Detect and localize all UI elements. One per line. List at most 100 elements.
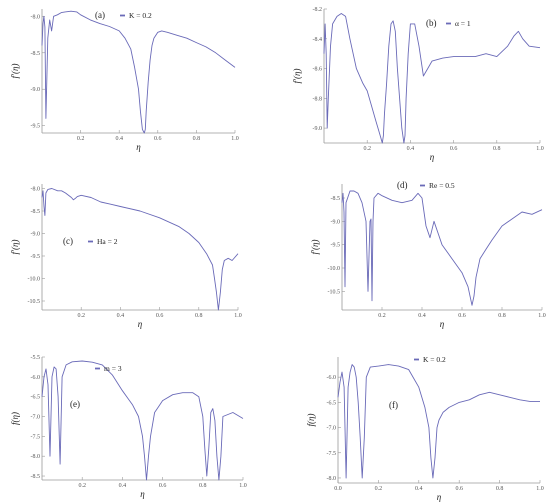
x-tick-label: 0.2 bbox=[77, 136, 85, 142]
y-tick-label: -7.5 bbox=[31, 434, 41, 440]
x-tick-label: 0.6 bbox=[450, 146, 458, 152]
x-tick-label: 0.8 bbox=[199, 483, 207, 489]
x-tick-label: 1.0 bbox=[231, 136, 239, 142]
x-tick-label: 0.4 bbox=[407, 146, 415, 152]
y-tick-label: -6.5 bbox=[327, 400, 337, 406]
panel-tag: (f) bbox=[389, 400, 398, 410]
panel-tag: (e) bbox=[70, 399, 80, 409]
x-tick-label: 0.2 bbox=[77, 313, 85, 319]
y-tick-label: -7.0 bbox=[31, 415, 41, 421]
x-axis-label: η bbox=[140, 489, 145, 499]
y-axis-label: f′(η) bbox=[310, 240, 320, 255]
x-tick-label: 0.8 bbox=[493, 146, 501, 152]
x-tick-label: 0.4 bbox=[119, 483, 127, 489]
x-tick-label: 0.4 bbox=[415, 486, 423, 492]
series-line bbox=[341, 190, 543, 306]
chart-panel-4: 0.2 0.4 0.6 0.8 1.0 -8.5 -9.0 -9.5 -10.0 -10.5 η f′… bbox=[310, 180, 546, 329]
y-tick-label: -10.5 bbox=[28, 299, 41, 305]
x-tick-label: 0.2 bbox=[363, 146, 371, 152]
y-tick-label: -9.0 bbox=[331, 219, 341, 225]
y-tick-label: -8.8 bbox=[313, 96, 323, 102]
x-tick-label: 0.6 bbox=[159, 483, 167, 489]
chart-panel-3: 0.2 0.4 0.6 0.8 1.0 -8.0 -8.5 -9.0 -9.5 -10.0 -10.… bbox=[10, 184, 242, 329]
legend-label: Re = 0.5 bbox=[429, 181, 455, 190]
panel-tag: (c) bbox=[63, 236, 73, 246]
y-axis-label: f(η) bbox=[10, 412, 20, 425]
chart-panel-5: 0.2 0.4 0.6 0.8 1.0 -5.5 -6.0 -6.5 -7.0 -7.5 -8.0 -… bbox=[10, 355, 247, 499]
x-tick-label: 1.0 bbox=[536, 486, 544, 492]
y-tick-label: -10.0 bbox=[28, 277, 41, 283]
series-line bbox=[41, 360, 244, 481]
y-tick-label: -8.5 bbox=[31, 474, 41, 480]
y-tick-label: -9.5 bbox=[31, 254, 41, 260]
y-tick-label: -5.5 bbox=[31, 355, 41, 361]
x-axis-label: η bbox=[138, 319, 143, 329]
y-axis-label: f′(η) bbox=[10, 240, 20, 255]
x-tick-label: 0.2 bbox=[375, 486, 383, 492]
y-tick-label: -8.0 bbox=[31, 14, 41, 20]
x-axis-label: η bbox=[430, 152, 435, 162]
x-axis-label: η bbox=[136, 142, 141, 152]
y-axis-label: f(η) bbox=[306, 414, 316, 427]
x-tick-label: 1.0 bbox=[538, 313, 546, 319]
y-axis-label: f′(η) bbox=[10, 64, 20, 79]
x-tick-label: 0.2 bbox=[78, 483, 86, 489]
x-tick-label: 0.6 bbox=[455, 486, 463, 492]
x-tick-label: 0.4 bbox=[117, 313, 125, 319]
series-line bbox=[41, 188, 239, 311]
y-tick-label: -9.5 bbox=[331, 243, 341, 249]
legend-label: K = 0.2 bbox=[129, 11, 152, 20]
x-tick-label: 0.0 bbox=[334, 486, 342, 492]
legend-label: m = 3 bbox=[104, 364, 122, 373]
y-tick-label: -8.2 bbox=[313, 7, 323, 13]
x-tick-label: 0.8 bbox=[193, 136, 201, 142]
x-axis-label: η bbox=[437, 492, 442, 502]
chart-panel-1: 0.2 0.4 0.6 0.8 1.0 -8.0 -8.5 -9.0 -9.5 η f′(η) (a)… bbox=[10, 9, 239, 152]
chart-panel-2: 0.2 0.4 0.6 0.8 1.0 -8.2 -8.4 -8.6 -8.8 -9.0 η f′(η… bbox=[292, 7, 544, 162]
y-tick-label: -9.0 bbox=[313, 126, 323, 132]
y-tick-label: -10.0 bbox=[328, 266, 341, 272]
x-tick-label: 1.0 bbox=[536, 146, 544, 152]
series-line bbox=[323, 13, 541, 144]
y-tick-label: -7.0 bbox=[327, 426, 337, 432]
series-line bbox=[41, 10, 236, 134]
y-tick-label: -6.0 bbox=[31, 375, 41, 381]
y-tick-label: -8.0 bbox=[31, 187, 41, 193]
x-tick-label: 0.8 bbox=[195, 313, 203, 319]
y-tick-label: -9.0 bbox=[31, 87, 41, 93]
y-tick-label: -9.5 bbox=[31, 124, 41, 130]
x-tick-label: 0.4 bbox=[115, 136, 123, 142]
legend-label: K = 0.2 bbox=[423, 355, 446, 364]
x-tick-label: 0.4 bbox=[418, 313, 426, 319]
x-tick-label: 0.2 bbox=[378, 313, 386, 319]
y-tick-label: -8.0 bbox=[31, 454, 41, 460]
x-axis-label: η bbox=[440, 319, 445, 329]
y-tick-label: -7.5 bbox=[327, 451, 337, 457]
y-tick-label: -8.4 bbox=[313, 37, 323, 43]
y-tick-label: -8.0 bbox=[327, 476, 337, 482]
x-tick-label: 0.8 bbox=[496, 486, 504, 492]
series-line bbox=[337, 364, 540, 479]
y-tick-label: -8.6 bbox=[313, 67, 323, 73]
panel-tag: (b) bbox=[426, 18, 437, 28]
panel-tag: (a) bbox=[95, 10, 105, 20]
chart-panel-6: 0.0 0.2 0.4 0.6 0.8 1.0 -6.0 -6.5 -7.0 -7.5 -8.0 η f… bbox=[306, 355, 544, 502]
y-tick-label: -8.5 bbox=[31, 209, 41, 215]
y-axis-label: f′(η) bbox=[292, 69, 302, 84]
y-tick-label: -8.5 bbox=[331, 196, 341, 202]
legend-label: α = 1 bbox=[455, 19, 471, 28]
legend-label: Ha = 2 bbox=[97, 237, 118, 246]
y-tick-label: -6.5 bbox=[31, 395, 41, 401]
y-tick-label: -10.5 bbox=[328, 289, 341, 295]
y-tick-label: -8.5 bbox=[31, 51, 41, 57]
x-tick-label: 0.6 bbox=[458, 313, 466, 319]
x-tick-label: 0.6 bbox=[156, 313, 164, 319]
x-tick-label: 1.0 bbox=[234, 313, 242, 319]
y-tick-label: -6.0 bbox=[327, 375, 337, 381]
panel-tag: (d) bbox=[397, 180, 408, 190]
x-tick-label: 1.0 bbox=[239, 483, 247, 489]
y-tick-label: -9.0 bbox=[31, 232, 41, 238]
x-tick-label: 0.8 bbox=[498, 313, 506, 319]
x-tick-label: 0.6 bbox=[154, 136, 162, 142]
